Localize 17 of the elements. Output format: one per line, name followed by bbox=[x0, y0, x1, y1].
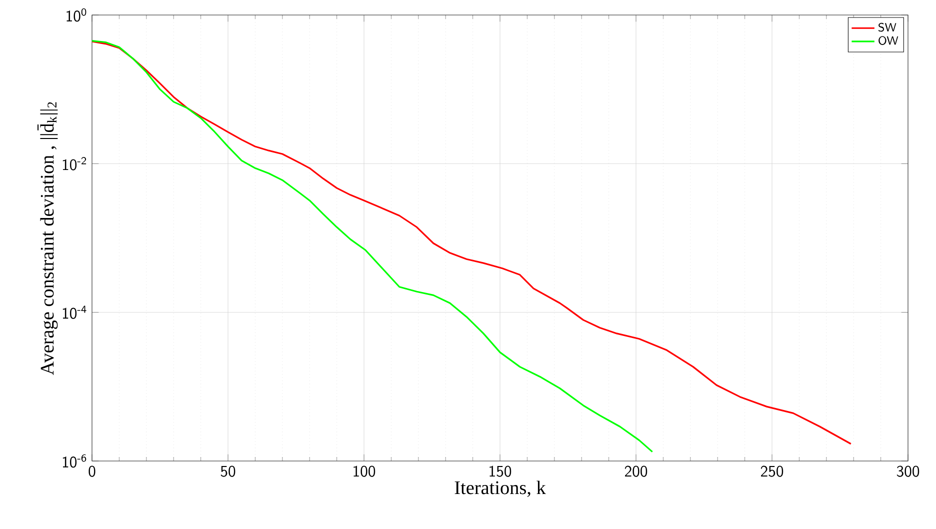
y-axis-title: Average constraint deviation , ||d̄$_{k}$||$_{2}$ bbox=[38, 102, 58, 376]
x-tick-label: 200 bbox=[624, 466, 648, 477]
y-tick-label: 10$^{-6}$ bbox=[62, 454, 86, 468]
legend-label: SW bbox=[878, 22, 896, 32]
legend-label: OW bbox=[878, 36, 898, 45]
y-tick-label: 10$^{-2}$ bbox=[62, 156, 86, 170]
x-tick-label: 50 bbox=[220, 466, 236, 477]
y-tick-label: 10$^{-4}$ bbox=[62, 306, 86, 319]
x-tick-label: 150 bbox=[490, 466, 512, 477]
x-axis-title: Iterations, k bbox=[454, 480, 546, 497]
line-series bbox=[91, 40, 654, 453]
y-tick-label: 10$^{0}$ bbox=[66, 8, 86, 22]
x-tick-label: 300 bbox=[896, 466, 920, 477]
x-tick-label: 100 bbox=[354, 466, 376, 477]
x-tick-label: 0 bbox=[88, 466, 96, 477]
line-series bbox=[91, 40, 852, 445]
x-tick-label: 250 bbox=[760, 466, 784, 477]
